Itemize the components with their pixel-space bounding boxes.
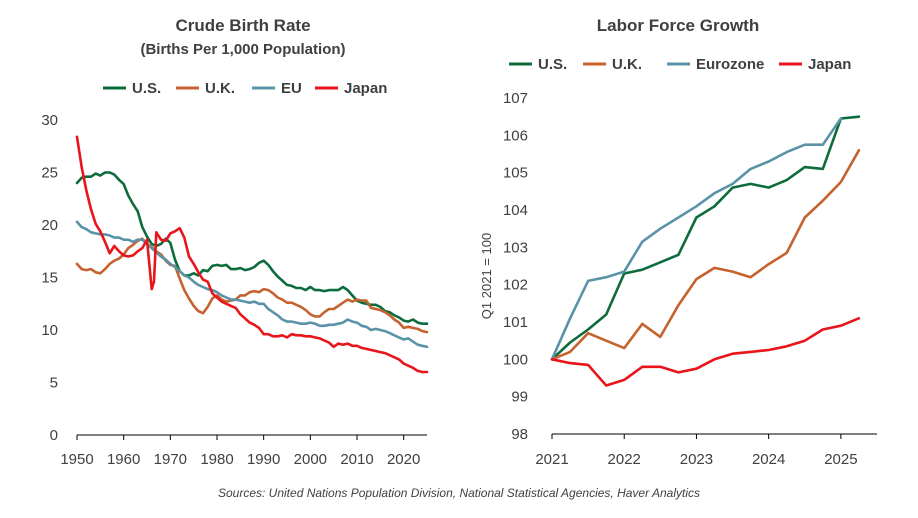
series-line-japan bbox=[75, 135, 429, 374]
legend-label-u-s: U.S. bbox=[538, 56, 567, 73]
x-tick-label: 1950 bbox=[60, 451, 93, 468]
y-tick-label: 0 bbox=[50, 427, 58, 444]
legend-label-u-k: U.K. bbox=[205, 80, 235, 97]
series-line-u-k bbox=[75, 237, 429, 334]
x-tick-label: 2023 bbox=[680, 451, 713, 468]
x-tick-label: 1980 bbox=[200, 451, 233, 468]
x-tick-label: 2021 bbox=[535, 451, 568, 468]
y-tick-label: 98 bbox=[511, 426, 528, 443]
x-tick-label: 1970 bbox=[154, 451, 187, 468]
y-tick-label: 105 bbox=[503, 165, 528, 182]
y-tick-label: 5 bbox=[50, 375, 58, 392]
series-line-eu bbox=[75, 220, 429, 349]
source-note: Sources: United Nations Population Divis… bbox=[218, 486, 700, 500]
legend-label-eu: EU bbox=[281, 80, 302, 97]
chart-title: Labor Force Growth bbox=[597, 16, 759, 35]
y-tick-label: 104 bbox=[503, 202, 528, 219]
y-tick-label: 99 bbox=[511, 389, 528, 406]
legend-label-u-k: U.K. bbox=[612, 56, 642, 73]
y-tick-label: 106 bbox=[503, 127, 528, 144]
x-tick-label: 2020 bbox=[387, 451, 420, 468]
x-tick-label: 1960 bbox=[107, 451, 140, 468]
series-line-u-s bbox=[550, 115, 861, 361]
y-tick-label: 103 bbox=[503, 239, 528, 256]
y-tick-label: 25 bbox=[41, 165, 58, 182]
series-line-japan bbox=[550, 316, 861, 387]
birth-rate-chart: Crude Birth Rate (Births Per 1,000 Popula… bbox=[41, 16, 429, 468]
y-tick-label: 15 bbox=[41, 270, 58, 287]
y-tick-label: 100 bbox=[503, 351, 528, 368]
y-tick-label: 30 bbox=[41, 112, 58, 129]
y-tick-label: 101 bbox=[503, 314, 528, 331]
x-tick-label: 2025 bbox=[824, 451, 857, 468]
legend-label-u-s: U.S. bbox=[132, 80, 161, 97]
legend-label-japan: Japan bbox=[808, 56, 851, 73]
y-axis-title: Q1 2021 = 100 bbox=[479, 233, 494, 319]
legend-label-eurozone: Eurozone bbox=[696, 56, 764, 73]
y-tick-label: 107 bbox=[503, 90, 528, 107]
y-tick-label: 102 bbox=[503, 277, 528, 294]
x-tick-label: 1990 bbox=[247, 451, 280, 468]
x-tick-label: 2000 bbox=[294, 451, 327, 468]
chart-title: Crude Birth Rate bbox=[175, 16, 310, 35]
labor-force-chart: Labor Force Growth U.S. U.K. Eurozone Japan 2… bbox=[479, 16, 877, 468]
series-line-eurozone bbox=[550, 117, 843, 361]
x-tick-label: 2010 bbox=[340, 451, 373, 468]
legend-label-japan: Japan bbox=[344, 80, 387, 97]
y-tick-label: 10 bbox=[41, 322, 58, 339]
x-tick-label: 2024 bbox=[752, 451, 785, 468]
chart-subtitle: (Births Per 1,000 Population) bbox=[140, 41, 345, 58]
x-tick-label: 2022 bbox=[608, 451, 641, 468]
series-line-u-k bbox=[550, 149, 861, 361]
y-tick-label: 20 bbox=[41, 217, 58, 234]
